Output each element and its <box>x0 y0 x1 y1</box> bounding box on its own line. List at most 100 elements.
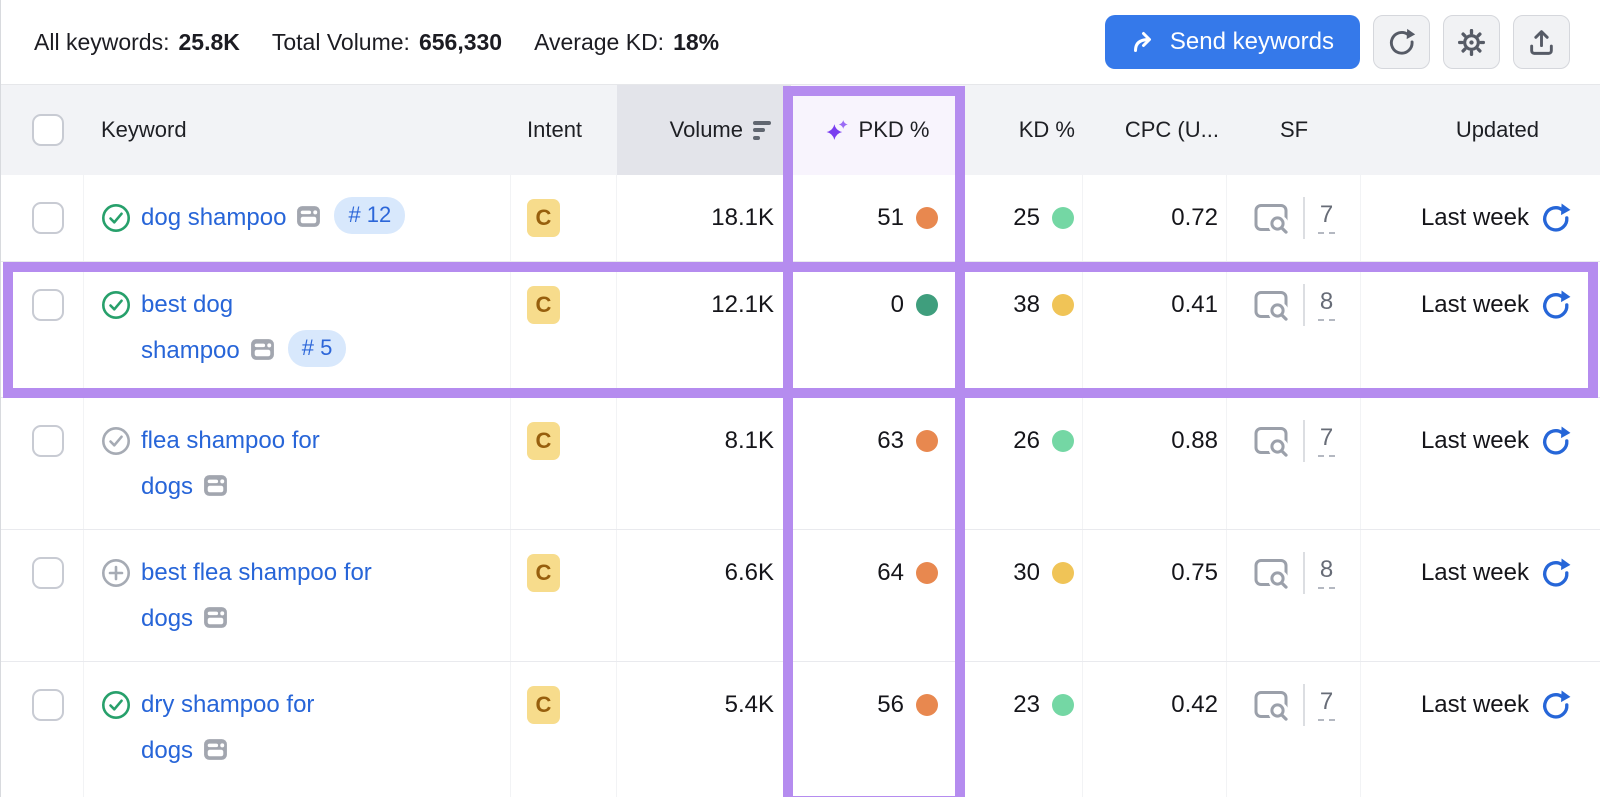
volume-value: 18.1K <box>711 204 774 231</box>
header-sf[interactable]: SF <box>1227 85 1361 175</box>
header-volume[interactable]: Volume <box>617 85 791 175</box>
serp-card-icon[interactable] <box>202 733 229 779</box>
kd-value: 25 <box>1013 204 1040 231</box>
intent-badge-commercial: C <box>527 286 560 324</box>
header-intent[interactable]: Intent <box>511 85 617 175</box>
plus-circle-gray-icon <box>101 558 131 593</box>
select-all-checkbox[interactable] <box>32 114 64 146</box>
intent-badge-commercial: C <box>527 199 560 237</box>
settings-button[interactable] <box>1443 15 1500 69</box>
kd-value: 30 <box>1013 559 1040 586</box>
serp-analyze-icon[interactable] <box>1252 287 1292 324</box>
serp-card-icon[interactable] <box>249 333 276 379</box>
check-circle-green-icon <box>101 203 131 238</box>
pkd-value: 56 <box>877 691 904 718</box>
export-button[interactable] <box>1513 15 1570 69</box>
kd-value: 26 <box>1013 427 1040 454</box>
volume-value: 12.1K <box>711 291 774 318</box>
position-badge: # 12 <box>334 196 406 234</box>
row-checkbox[interactable] <box>32 557 64 589</box>
serp-card-icon[interactable] <box>202 469 229 515</box>
serp-card-icon[interactable] <box>202 601 229 647</box>
sf-count[interactable]: 7 <box>1317 689 1336 721</box>
table-row: flea shampoo for dogs C 8.1K 63 26 0.88 … <box>1 398 1600 530</box>
header-pkd[interactable]: PKD % <box>791 85 963 175</box>
pkd-value: 64 <box>877 559 904 586</box>
intent-badge-commercial: C <box>527 422 560 460</box>
divider <box>1302 197 1305 239</box>
volume-value: 5.4K <box>724 691 774 718</box>
stat-label: Average KD: <box>534 28 665 55</box>
keyword-link[interactable]: dog shampoo <box>141 204 287 231</box>
header-intent-label: Intent <box>527 117 583 142</box>
row-checkbox[interactable] <box>32 289 64 321</box>
stat-value: 656,330 <box>418 28 503 55</box>
keyword-link[interactable]: dry shampoo for dogs <box>141 691 315 764</box>
refresh-metrics-icon[interactable] <box>1540 203 1571 234</box>
table-row: dog shampoo # 12 C 18.1K 51 25 0.72 7 Las… <box>1 175 1600 262</box>
header-kd-label: KD % <box>1018 117 1075 142</box>
header-cpc-label: CPC (U... <box>1124 117 1219 142</box>
header-kd[interactable]: KD % <box>963 85 1083 175</box>
check-circle-gray-icon <box>101 426 131 461</box>
volume-value: 6.6K <box>724 559 774 586</box>
header-cpc[interactable]: CPC (U... <box>1083 85 1227 175</box>
row-checkbox[interactable] <box>32 425 64 457</box>
send-keywords-button[interactable]: Send keywords <box>1104 15 1360 69</box>
pkd-value: 63 <box>877 427 904 454</box>
table-row: dry shampoo for dogs C 5.4K 56 23 0.42 7… <box>1 662 1600 797</box>
pkd-dot <box>916 430 938 452</box>
divider <box>1302 420 1305 462</box>
updated-value: Last week <box>1420 427 1529 454</box>
kd-dot <box>1052 294 1074 316</box>
keyword-link[interactable]: best dog shampoo <box>141 291 240 364</box>
pkd-value: 0 <box>890 291 904 318</box>
updated-value: Last week <box>1420 204 1529 231</box>
updated-value: Last week <box>1420 691 1529 718</box>
divider <box>1302 552 1305 594</box>
refresh-metrics-icon[interactable] <box>1540 426 1571 457</box>
divider <box>1302 684 1305 726</box>
sf-count[interactable]: 7 <box>1317 202 1336 234</box>
keyword-link[interactable]: best flea shampoo for dogs <box>141 559 372 632</box>
stat-average-kd: Average KD: 18% <box>534 29 719 56</box>
row-checkbox[interactable] <box>32 689 64 721</box>
intent-badge-commercial: C <box>527 554 560 592</box>
serp-analyze-icon[interactable] <box>1252 687 1292 724</box>
sf-count[interactable]: 7 <box>1317 425 1336 457</box>
updated-value: Last week <box>1420 291 1529 318</box>
cpc-value: 0.88 <box>1171 427 1218 454</box>
sort-descending-icon <box>753 120 771 140</box>
sf-count[interactable]: 8 <box>1317 289 1336 321</box>
pkd-dot <box>916 562 938 584</box>
header-updated[interactable]: Updated <box>1361 85 1600 175</box>
refresh-metrics-icon[interactable] <box>1540 558 1571 589</box>
cpc-value: 0.75 <box>1171 559 1218 586</box>
refresh-button[interactable] <box>1373 15 1430 69</box>
gear-icon <box>1457 28 1486 57</box>
header-keyword[interactable]: Keyword <box>84 85 511 175</box>
pkd-value: 51 <box>877 204 904 231</box>
refresh-icon <box>1387 28 1416 57</box>
serp-analyze-icon[interactable] <box>1252 200 1292 237</box>
serp-analyze-icon[interactable] <box>1252 423 1292 460</box>
serp-card-icon[interactable] <box>295 200 322 246</box>
header-sf-label: SF <box>1279 117 1309 142</box>
table-row-highlighted: best dog shampoo # 5 C 12.1K 0 38 0.41 8 … <box>1 262 1600 398</box>
header-checkbox-cell <box>1 85 84 175</box>
kd-value: 23 <box>1013 691 1040 718</box>
keyword-link[interactable]: flea shampoo for dogs <box>141 427 320 500</box>
serp-analyze-icon[interactable] <box>1252 555 1292 592</box>
kd-dot <box>1052 207 1074 229</box>
kd-value: 38 <box>1013 291 1040 318</box>
refresh-metrics-icon[interactable] <box>1540 690 1571 721</box>
row-checkbox[interactable] <box>32 202 64 234</box>
stat-all-keywords: All keywords: 25.8K <box>34 29 240 56</box>
updated-value: Last week <box>1420 559 1529 586</box>
refresh-metrics-icon[interactable] <box>1540 290 1571 321</box>
kd-dot <box>1052 694 1074 716</box>
sf-count[interactable]: 8 <box>1317 557 1336 589</box>
header-pkd-label: PKD % <box>858 117 930 142</box>
stat-value: 18% <box>673 28 720 55</box>
table-row: best flea shampoo for dogs C 6.6K 64 30 … <box>1 530 1600 662</box>
